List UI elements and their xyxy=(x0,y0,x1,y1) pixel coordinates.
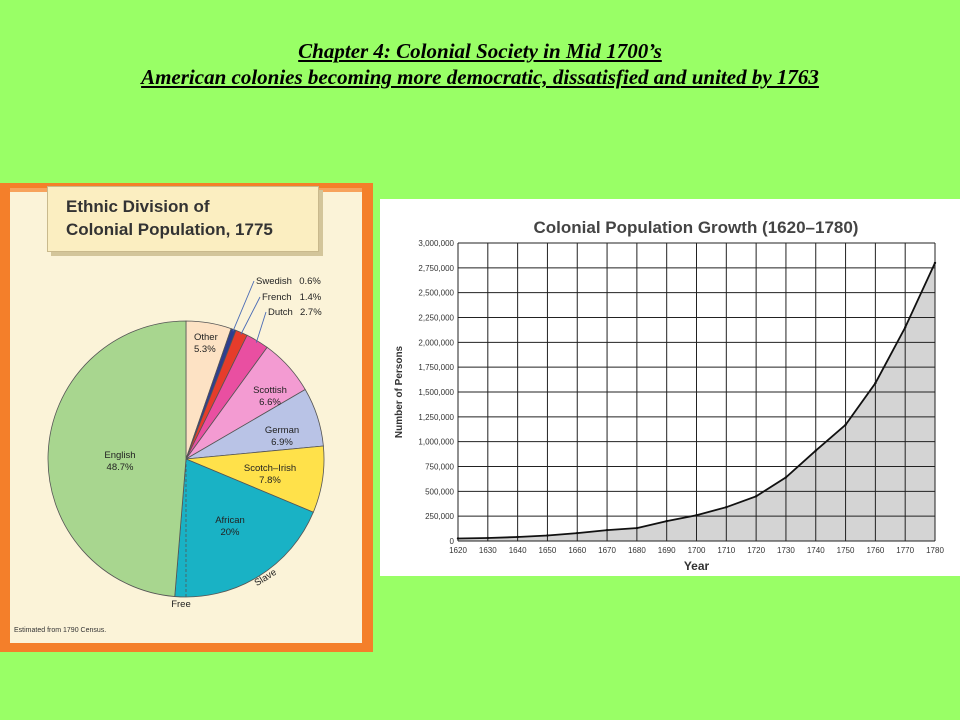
pie-chart-title: Ethnic Division of Colonial Population, … xyxy=(47,186,319,252)
population-xtick-label: 1660 xyxy=(568,546,586,555)
pie-chart-panel: Ethnic Division of Colonial Population, … xyxy=(0,183,373,652)
population-point xyxy=(933,261,937,265)
population-point xyxy=(725,506,728,509)
pie-label-scotch-irish: Scotch–Irish xyxy=(244,463,296,474)
pie-label-english: English xyxy=(104,450,135,461)
population-xtick-label: 1680 xyxy=(628,546,646,555)
population-ytick-label: 250,000 xyxy=(425,512,454,521)
population-ytick-label: 3,000,000 xyxy=(418,239,454,248)
population-point xyxy=(635,526,639,530)
population-ytick-label: 750,000 xyxy=(425,463,454,472)
population-chart-panel: Colonial Population Growth (1620–1780) 0 2… xyxy=(380,199,960,576)
population-xtick-label: 1730 xyxy=(777,546,795,555)
population-x-axis-label: Year xyxy=(684,559,710,573)
population-point xyxy=(516,535,519,539)
population-xtick-label: 1650 xyxy=(539,546,557,555)
pie-value-french: 1.4% xyxy=(300,292,322,303)
population-xtick-label: 1640 xyxy=(509,546,527,555)
population-ytick-label: 1,250,000 xyxy=(418,413,454,422)
pie-value-scotch-irish: 7.8% xyxy=(259,475,281,486)
population-point xyxy=(456,537,460,540)
population-ytick-label: 1,000,000 xyxy=(418,438,454,447)
pie-callout-line-swedish xyxy=(232,280,255,332)
population-point xyxy=(814,449,817,452)
pie-value-african: 20% xyxy=(220,527,240,538)
pie-value-german: 6.9% xyxy=(271,437,293,448)
population-ytick-label: 2,000,000 xyxy=(418,338,454,347)
population-xtick-label: 1750 xyxy=(837,546,855,555)
population-ytick-label: 2,750,000 xyxy=(418,264,454,273)
pie-label-dutch: Dutch xyxy=(268,307,293,318)
pie-slice-african xyxy=(174,458,314,598)
pie-label-free: Free xyxy=(171,599,191,610)
population-point xyxy=(874,381,877,385)
population-ytick-label: 1,500,000 xyxy=(418,388,454,397)
population-point xyxy=(546,534,549,537)
population-xtick-label: 1740 xyxy=(807,546,825,555)
pie-callout-line-dutch xyxy=(255,311,267,343)
pie-slice-english xyxy=(47,320,187,597)
population-ytick-label: 2,250,000 xyxy=(418,314,454,323)
population-xtick-label: 1620 xyxy=(449,546,467,555)
population-chart: Colonial Population Growth (1620–1780) 0 2… xyxy=(394,218,944,573)
population-xtick-label: 1720 xyxy=(747,546,765,555)
pie-label-scottish: Scottish xyxy=(253,385,287,396)
population-point xyxy=(665,519,668,523)
pie-value-other: 5.3% xyxy=(194,344,216,355)
pie-chart-note: Estimated from 1790 Census. xyxy=(14,627,107,634)
population-xtick-label: 1670 xyxy=(598,546,616,555)
population-xtick-label: 1690 xyxy=(658,546,676,555)
pie-chart-title-line1: Ethnic Division of xyxy=(66,197,210,216)
pie-value-english: 48.7% xyxy=(107,462,134,473)
population-ytick-label: 500,000 xyxy=(425,487,454,496)
population-point xyxy=(754,495,758,498)
pie-label-swedish: Swedish xyxy=(256,276,292,287)
slide-title-line1: Chapter 4: Colonial Society in Mid 1700’… xyxy=(298,39,662,63)
population-xtick-label: 1760 xyxy=(866,546,884,555)
population-point xyxy=(605,528,609,532)
population-xtick-label: 1710 xyxy=(717,546,735,555)
population-point xyxy=(904,326,907,329)
pie-label-german: German xyxy=(265,425,299,436)
pie-label-french: French xyxy=(262,292,292,303)
pie-value-swedish: 0.6% xyxy=(299,276,321,287)
population-point xyxy=(844,423,847,426)
pie-chart-title-line2: Colonial Population, 1775 xyxy=(66,220,273,239)
population-point xyxy=(784,476,788,479)
population-xtick-label: 1630 xyxy=(479,546,497,555)
population-point xyxy=(576,531,579,535)
pie-value-scottish: 6.6% xyxy=(259,397,281,408)
slide-title-line2: American colonies becoming more democrat… xyxy=(141,65,819,89)
population-chart-title: Colonial Population Growth (1620–1780) xyxy=(534,218,859,237)
population-xtick-label: 1770 xyxy=(896,546,914,555)
population-ytick-label: 2,500,000 xyxy=(418,289,454,298)
pie-callout-line-french xyxy=(240,296,261,335)
population-point xyxy=(695,514,698,517)
population-ytick-label: 1,750,000 xyxy=(418,363,454,372)
population-point xyxy=(486,536,489,540)
population-ytick-label: 0 xyxy=(450,537,455,546)
pie-label-other: Other xyxy=(194,332,218,343)
slide-title: Chapter 4: Colonial Society in Mid 1700’… xyxy=(0,38,960,90)
population-xtick-label: 1700 xyxy=(688,546,706,555)
pie-label-african: African xyxy=(215,515,245,526)
population-y-axis-label: Number of Persons xyxy=(394,345,405,438)
pie-value-dutch: 2.7% xyxy=(300,307,322,318)
population-xtick-label: 1780 xyxy=(926,546,944,555)
